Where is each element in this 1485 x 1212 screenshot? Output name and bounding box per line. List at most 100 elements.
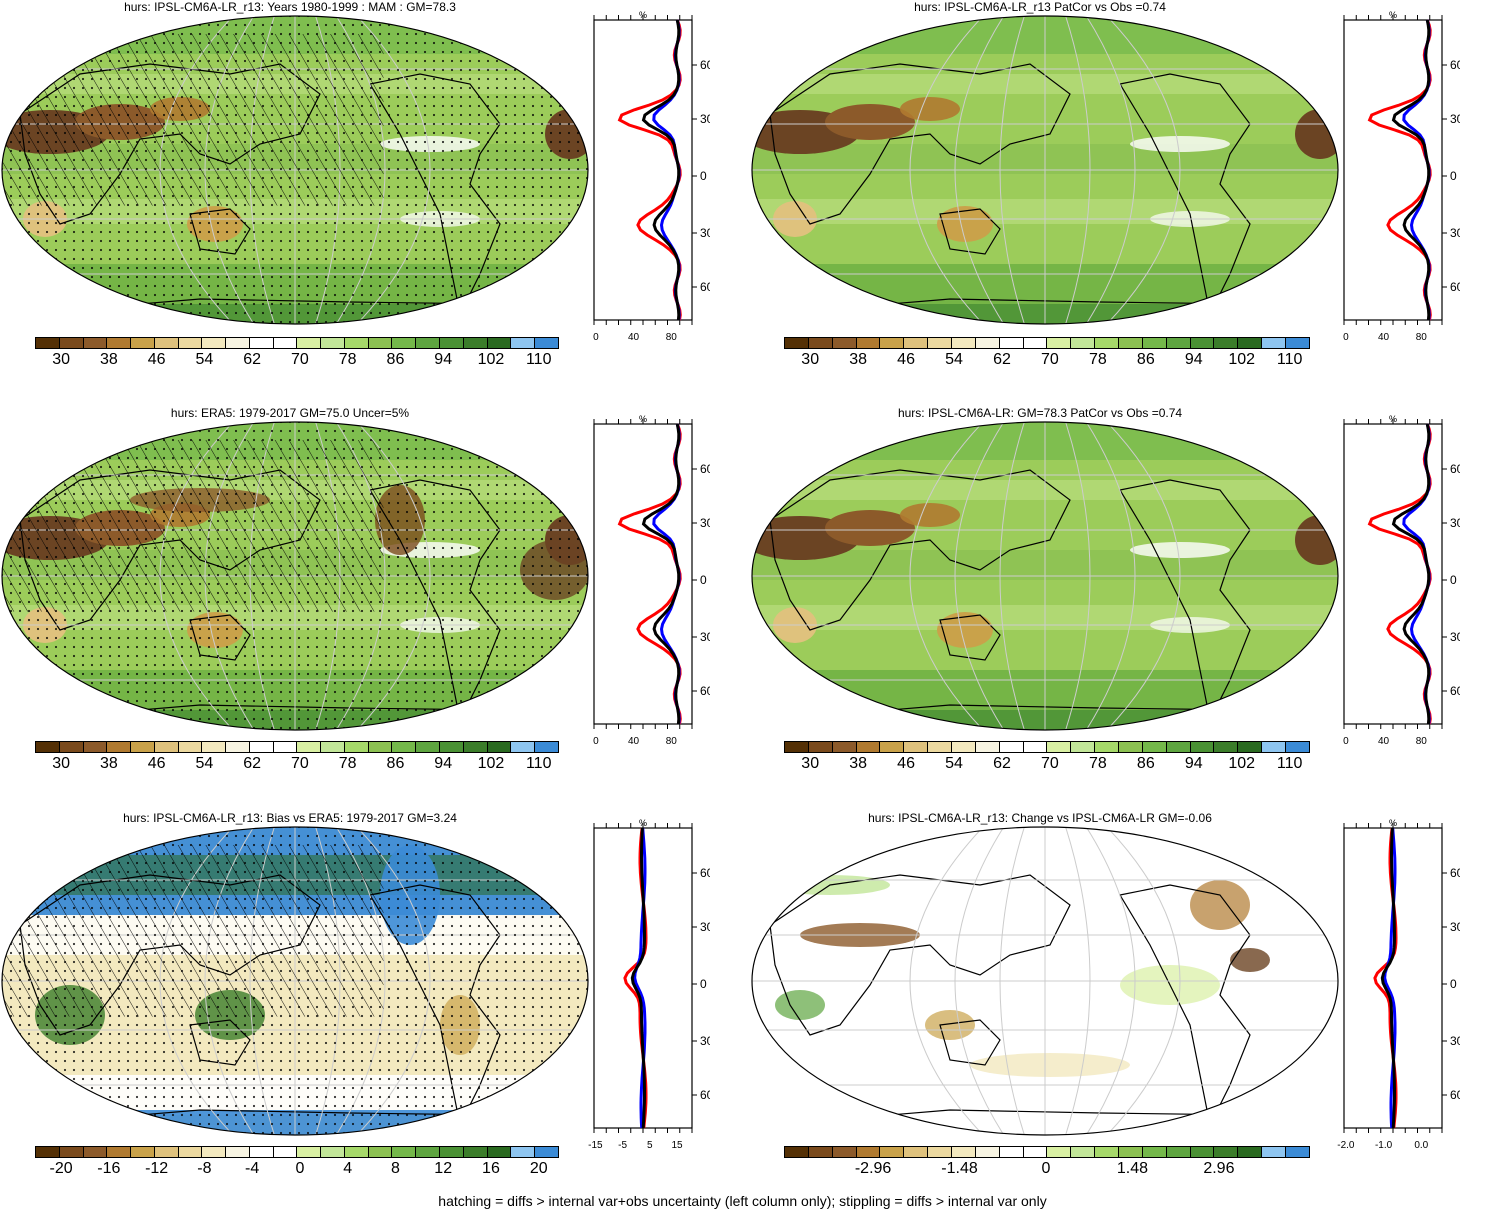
coastline (939, 208, 1001, 255)
colorbar-swatch (344, 338, 369, 348)
colorbar-label: 110 (1276, 351, 1303, 368)
colorbar-swatch (808, 742, 833, 752)
colorbar-swatch (1023, 338, 1048, 348)
colorbar-swatch (249, 338, 274, 348)
colorbar-swatch (463, 742, 488, 752)
map-plot (751, 826, 1339, 1136)
colorbar-swatch (273, 1147, 298, 1157)
colorbar-swatch (131, 742, 155, 752)
colorbar-swatch (904, 742, 929, 752)
profile-line (630, 827, 646, 1129)
profile-lat-label: 60S (1450, 684, 1460, 698)
profile-x-label: 0 (1343, 736, 1349, 744)
profile-lat-label: 30S (700, 630, 710, 644)
coastline (939, 1019, 1001, 1066)
map-plot (1, 15, 589, 325)
colorbar-swatch (785, 1147, 809, 1157)
colorbar-swatch (1095, 1147, 1120, 1157)
colorbar-swatch (1142, 338, 1167, 348)
colorbar-swatch (952, 338, 976, 348)
colorbar-label: 12 (434, 1160, 453, 1177)
profile-line (617, 423, 682, 725)
profile-line (641, 423, 681, 725)
colorbar (784, 337, 1310, 349)
profile-container: % 60N 30N 0 30S 60S 0 40 80 (560, 10, 722, 345)
colorbar-label: 102 (1228, 351, 1256, 368)
map-title: hurs: IPSL-CM6A-LR_r13: Change vs IPSL-C… (868, 811, 1212, 825)
field-blob (825, 104, 915, 140)
colorbar-swatch (1095, 742, 1120, 752)
profile-unit: % (1389, 414, 1397, 424)
field-blob (970, 1053, 1130, 1077)
profile-line (1391, 19, 1431, 321)
colorbar-label: 94 (1184, 351, 1203, 368)
colorbar-swatch (202, 338, 227, 348)
colorbar-label: 70 (291, 755, 309, 772)
colorbar-swatch (416, 1147, 441, 1157)
colorbar-swatch (178, 1147, 203, 1157)
map-title: hurs: ERA5: 1979-2017 GM=75.0 Uncer=5% (170, 406, 410, 420)
colorbar-label: 38 (99, 351, 118, 368)
colorbar-swatch (178, 742, 203, 752)
colorbar (35, 337, 559, 349)
profile-lat-label: 30N (700, 516, 710, 530)
colorbar-swatch (1142, 742, 1167, 752)
profile-unit: % (1389, 818, 1397, 828)
colorbar-label: 20 (529, 1160, 548, 1177)
colorbar-label: 46 (147, 351, 166, 368)
zonal-profile: % 60N 30N 0 30S 60S 0 40 80 (593, 414, 722, 747)
colorbar-swatch (832, 1147, 857, 1157)
colorbar-swatch (487, 1147, 512, 1157)
colorbar-swatch (928, 1147, 953, 1157)
colorbar-swatch (1071, 338, 1096, 348)
profile-x-label: 0 (593, 332, 599, 340)
profile-lat-label: 60N (1450, 866, 1460, 880)
colorbar-label: 78 (338, 755, 357, 772)
colorbar-label: 30 (52, 755, 70, 772)
map (750, 14, 1340, 331)
colorbar-swatch (1047, 1147, 1072, 1157)
map-plot (751, 421, 1339, 731)
colorbar-label: 62 (243, 755, 262, 772)
colorbar-label: 46 (897, 351, 915, 368)
profile-lat-label: 30S (700, 226, 710, 240)
profile-x-label: -1.0 (1375, 1140, 1393, 1148)
profile-lat-label: 30S (1450, 1034, 1460, 1048)
colorbar-swatch (856, 338, 881, 348)
profile-x-label: 5 (647, 1140, 653, 1148)
colorbar-swatch (202, 742, 227, 752)
colorbar-swatch (83, 742, 108, 752)
colorbar-label: 62 (993, 351, 1011, 368)
colorbar-swatch (36, 338, 60, 348)
colorbar-swatch (808, 1147, 833, 1157)
colorbar-label: 38 (849, 351, 868, 368)
coastline (1119, 884, 1251, 1127)
colorbar-swatch (880, 742, 905, 752)
colorbar-swatch (1023, 742, 1048, 752)
colorbar-swatch (1071, 742, 1096, 752)
colorbar-label: 94 (1184, 755, 1203, 772)
colorbar-label: 78 (1088, 755, 1107, 772)
zonal-profile: % 60N 30N 0 30S 60S -2.0 -1.0 0.0 (1337, 818, 1472, 1151)
profile-lat-label: 30S (700, 1034, 710, 1048)
colorbar-label: 0 (1041, 1160, 1051, 1177)
profile-line (1383, 827, 1397, 1129)
map-title: hurs: IPSL-CM6A-LR_r13: Bias vs ERA5: 19… (123, 811, 457, 825)
colorbar-label: 102 (477, 755, 505, 772)
colorbar (35, 741, 559, 753)
profile-lat-label: 0 (1450, 977, 1457, 991)
map-plot (1, 421, 589, 731)
colorbar-swatch (297, 742, 322, 752)
colorbar-swatch (904, 338, 929, 348)
profile-line (633, 827, 647, 1129)
colorbar-label: 46 (897, 755, 915, 772)
profile-lat-label: 0 (700, 169, 707, 183)
colorbar-label: -2.96 (854, 1160, 892, 1177)
colorbar-swatch (440, 742, 464, 752)
colorbar-label: 38 (99, 755, 118, 772)
colorbar-swatch (131, 338, 155, 348)
colorbar-swatch (952, 1147, 976, 1157)
colorbar-swatch (785, 742, 809, 752)
colorbar-swatch (999, 1147, 1024, 1157)
colorbar-label: -12 (145, 1160, 169, 1177)
